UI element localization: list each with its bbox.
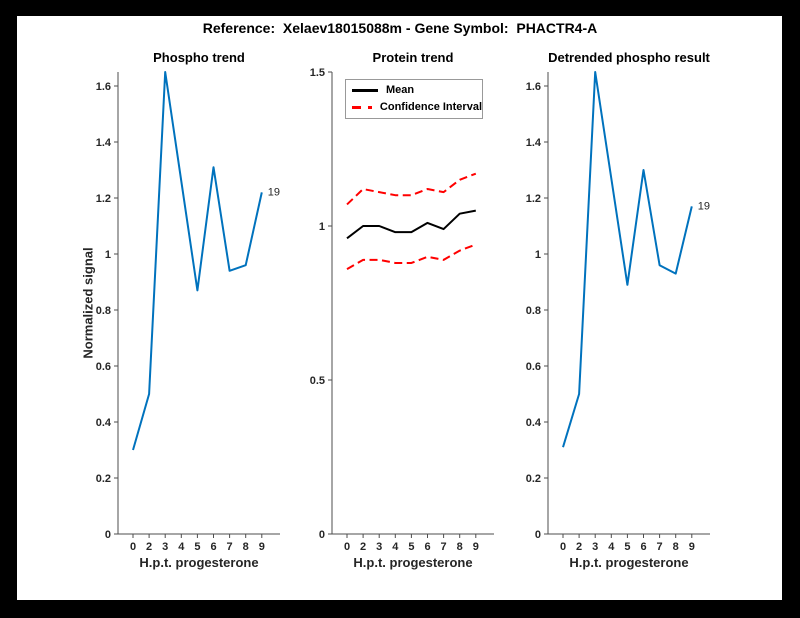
legend: Mean Confidence Interval — [345, 79, 483, 119]
x-tick-label: 6 — [210, 541, 216, 553]
y-tick-label: 1.5 — [310, 67, 325, 79]
y-tick-label: 1 — [319, 221, 325, 233]
series-end-label: 19 — [698, 200, 710, 212]
series-ci-lower — [346, 243, 477, 270]
series-detrended-phospho-signal — [562, 71, 693, 448]
x-axis-label-2: H.p.t. progesterone — [353, 555, 473, 570]
y-tick-label: 0.6 — [96, 361, 111, 373]
legend-label-mean: Mean — [386, 83, 415, 96]
chart-title-protein-trend: Protein trend — [372, 50, 454, 65]
x-tick-label: 4 — [392, 541, 399, 553]
x-tick-label: 0 — [344, 541, 350, 553]
series-ci-upper — [346, 172, 477, 206]
chart-title-detrended-phospho: Detrended phospho result — [548, 50, 710, 65]
x-tick-label: 7 — [657, 541, 663, 553]
x-tick-label: 4 — [178, 541, 185, 553]
x-tick-label: 0 — [560, 541, 566, 553]
x-tick-label: 7 — [227, 541, 233, 553]
x-tick-label: 6 — [424, 541, 430, 553]
x-axis-label-1: H.p.t. progesterone — [139, 555, 259, 570]
y-tick-label: 1 — [105, 249, 111, 261]
x-tick-label: 3 — [376, 541, 382, 553]
y-tick-label: 1.6 — [526, 81, 541, 93]
series-mean — [346, 209, 476, 240]
x-tick-label: 6 — [640, 541, 646, 553]
y-tick-label: 0.2 — [526, 473, 541, 485]
y-tick-label: 0.4 — [96, 417, 112, 429]
legend-label-confidence-interval: Confidence Interval — [379, 101, 482, 114]
x-tick-label: 5 — [408, 541, 414, 553]
x-tick-label: 0 — [130, 541, 136, 553]
y-tick-label: 1.4 — [96, 137, 112, 149]
x-tick-label: 3 — [162, 541, 168, 553]
x-tick-label: 9 — [689, 541, 695, 553]
mean-line-sample — [352, 88, 378, 92]
y-tick-label: 1.2 — [96, 193, 111, 205]
series-phospho-signal — [132, 71, 263, 451]
confidence-interval-line-sample — [352, 106, 372, 110]
legend-row-mean: Mean — [352, 83, 482, 97]
x-tick-label: 4 — [608, 541, 615, 553]
x-tick-label: 2 — [576, 541, 582, 553]
x-tick-label: 8 — [457, 541, 463, 553]
y-tick-label: 0.8 — [526, 305, 541, 317]
x-tick-label: 2 — [146, 541, 152, 553]
y-tick-label: 0.8 — [96, 305, 111, 317]
y-tick-label: 1.6 — [96, 81, 111, 93]
x-tick-label: 9 — [473, 541, 479, 553]
x-tick-label: 8 — [243, 541, 249, 553]
y-tick-label: 0 — [105, 529, 111, 541]
figure-title: Reference: Xelaev18015088m - Gene Symbol… — [202, 20, 598, 36]
x-axis-label-3: H.p.t. progesterone — [569, 555, 689, 570]
y-tick-label: 0 — [319, 529, 325, 541]
x-tick-label: 7 — [441, 541, 447, 553]
y-tick-label: 1.2 — [526, 193, 541, 205]
y-tick-label: 0.6 — [526, 361, 541, 373]
x-tick-label: 8 — [673, 541, 679, 553]
y-tick-label: 0 — [535, 529, 541, 541]
y-tick-label: 0.5 — [310, 375, 325, 387]
x-tick-label: 5 — [624, 541, 630, 553]
chart-title-phospho-trend: Phospho trend — [153, 50, 245, 65]
y-tick-label: 1.4 — [526, 137, 542, 149]
x-tick-label: 2 — [360, 541, 366, 553]
y-tick-label: 1 — [535, 249, 541, 261]
legend-row-ci: Confidence Interval — [352, 101, 482, 115]
x-tick-label: 5 — [194, 541, 200, 553]
x-tick-label: 3 — [592, 541, 598, 553]
y-tick-label: 0.2 — [96, 473, 111, 485]
series-end-label: 19 — [268, 186, 280, 198]
y-tick-label: 0.4 — [526, 417, 542, 429]
x-tick-label: 9 — [259, 541, 265, 553]
